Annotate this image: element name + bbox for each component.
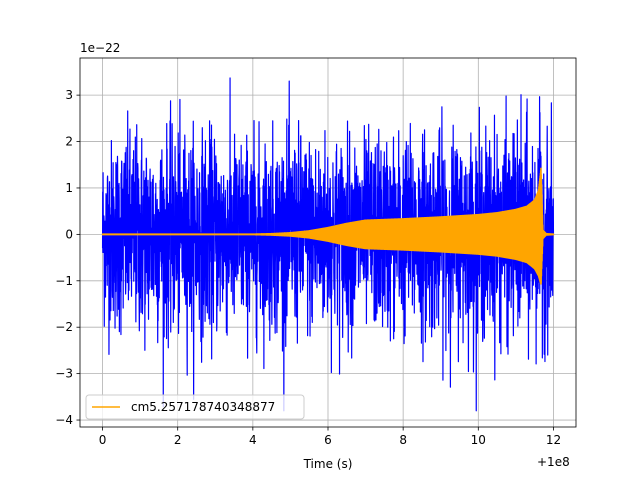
x-tick-label: 12	[546, 433, 561, 447]
y-tick-label: 0	[65, 227, 73, 241]
x-tick-label: 10	[471, 433, 486, 447]
series-chirp-line	[101, 167, 555, 285]
legend-label: cm5.257178740348877	[131, 400, 275, 414]
y-tick-label: 3	[65, 88, 73, 102]
x-tick-label: 0	[99, 433, 107, 447]
legend-box	[85, 394, 305, 420]
y-tick-label: −4	[55, 413, 73, 427]
x-tick-label: 4	[249, 433, 257, 447]
x-tick-label: 2	[174, 433, 182, 447]
y-tick-label: −1	[55, 274, 73, 288]
y-tick-label: −2	[55, 320, 73, 334]
x-axis-label: Time (s)	[303, 457, 353, 471]
x-tick-label: 8	[399, 433, 407, 447]
y-tick-label: −3	[55, 367, 73, 381]
x-offset-label: +1e8	[537, 455, 570, 469]
series-layer	[101, 77, 555, 412]
y-tick-label: 1	[65, 181, 73, 195]
y-tick-label: 2	[65, 135, 73, 149]
x-tick-label: 6	[324, 433, 332, 447]
legend: cm5.257178740348877	[85, 394, 305, 420]
y-scale-label: 1e−22	[80, 41, 120, 55]
